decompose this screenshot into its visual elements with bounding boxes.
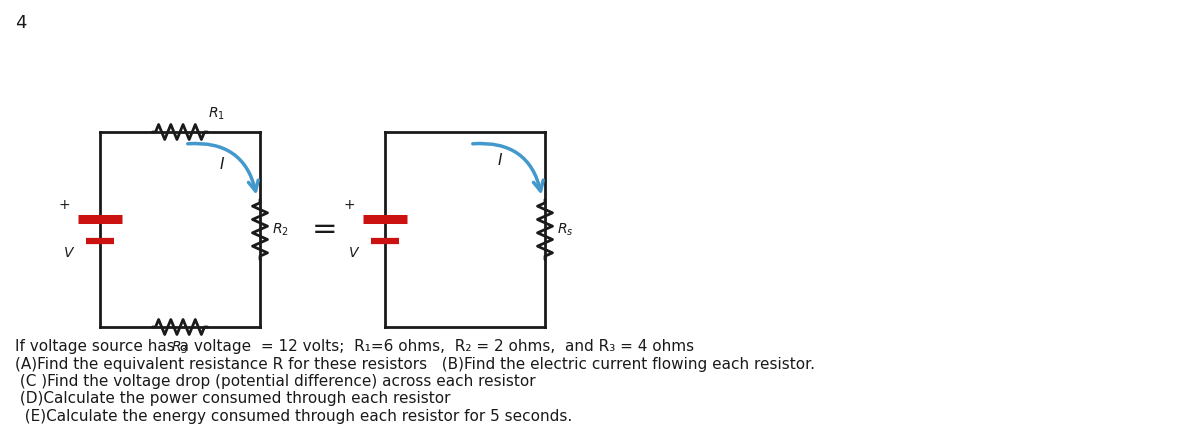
Text: $I$: $I$ [218, 156, 226, 172]
Text: $R_1$: $R_1$ [208, 105, 224, 122]
Text: V: V [348, 245, 358, 260]
Text: If voltage source has a voltage  = 12 volts;  R₁=6 ohms,  R₂ = 2 ohms,  and R₃ =: If voltage source has a voltage = 12 vol… [14, 339, 694, 354]
Text: (D)Calculate the power consumed through each resistor: (D)Calculate the power consumed through … [14, 391, 450, 407]
Text: $I$: $I$ [497, 152, 503, 168]
Text: +: + [343, 197, 355, 212]
Text: V: V [64, 245, 73, 260]
Text: +: + [59, 197, 70, 212]
Text: $R_3$: $R_3$ [172, 340, 188, 356]
Text: $R_s$: $R_s$ [557, 221, 574, 238]
Text: (C )Find the voltage drop (potential difference) across each resistor: (C )Find the voltage drop (potential dif… [14, 374, 535, 389]
Text: =: = [312, 215, 338, 244]
Text: (E)Calculate the energy consumed through each resistor for 5 seconds.: (E)Calculate the energy consumed through… [14, 409, 572, 424]
Text: $R_2$: $R_2$ [272, 221, 289, 238]
Text: (A)Find the equivalent resistance R for these resistors   (B)Find the electric c: (A)Find the equivalent resistance R for … [14, 356, 815, 372]
Text: 4: 4 [14, 14, 26, 32]
